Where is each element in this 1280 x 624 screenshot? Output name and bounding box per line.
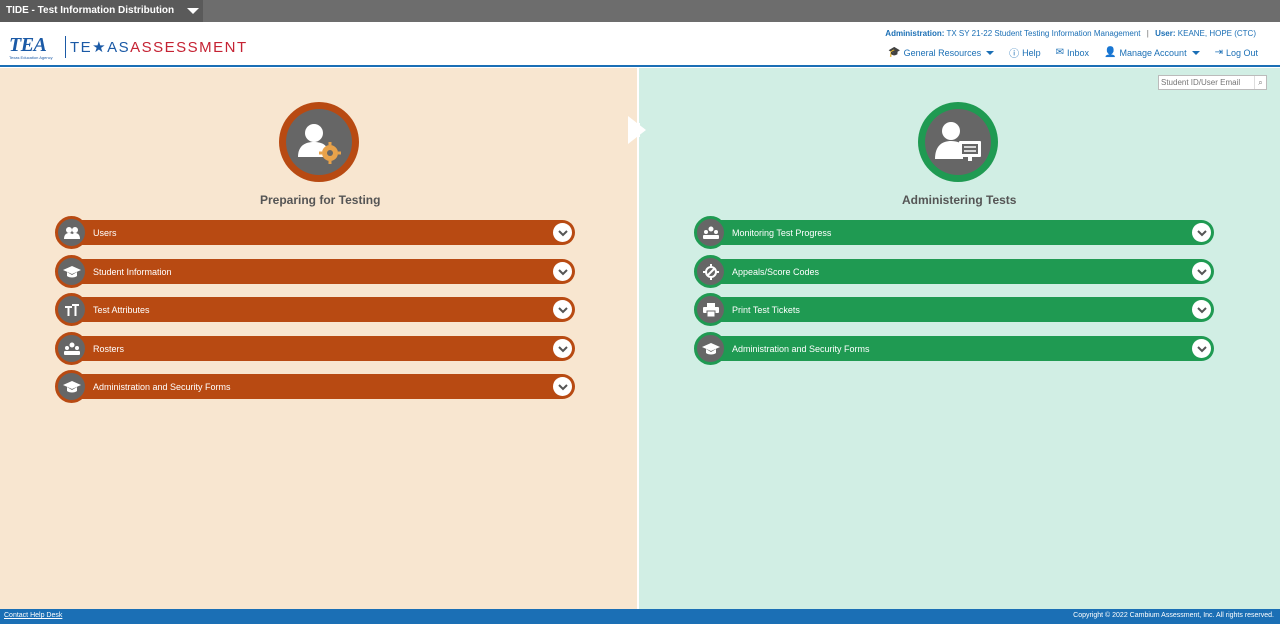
user-value: KEANE, HOPE (CTC) [1177,29,1256,38]
graduation-cap-icon [694,332,727,365]
group-icon [55,332,88,365]
admin-value: TX SY 21-22 Student Testing Information … [946,29,1141,38]
chevron-down-icon[interactable] [1192,223,1211,242]
copyright-text: Copyright © 2022 Cambium Assessment, Inc… [1073,612,1274,619]
admin-security-forms-label: Administration and Security Forms [93,381,231,392]
admin-security-forms-row-right[interactable]: Administration and Security Forms [694,332,1214,365]
contact-help-desk-link[interactable]: Contact Help Desk [4,612,63,619]
log-out-label: Log Out [1225,47,1258,58]
appeals-score-codes-label: Appeals/Score Codes [732,266,820,277]
header-nav: 🎓 General Resources ⓘ Help ✉ Inbox 👤 Man… [888,45,1258,60]
test-attributes-row[interactable]: Test Attributes [55,293,575,326]
manage-account-menu[interactable]: 👤 Manage Account [1104,45,1200,60]
caret-down-icon [187,8,199,14]
chevron-down-icon[interactable] [553,339,572,358]
administration-info: Administration: TX SY 21-22 Student Test… [885,29,1256,38]
app-switcher[interactable]: TIDE - Test Information Distribution Eng… [0,0,203,38]
chevron-down-icon[interactable] [1192,339,1211,358]
chevron-down-icon[interactable] [553,300,572,319]
admin-label: Administration: [885,29,945,38]
printer-icon [694,293,727,326]
app-bar: TIDE - Test Information Distribution Eng… [0,0,1280,38]
inbox-link[interactable]: ✉ Inbox [1056,45,1089,60]
preparing-hero-icon [279,102,359,182]
user-label: User: [1155,29,1176,38]
separator: | [1146,29,1149,38]
rosters-label: Rosters [93,343,125,354]
flow-arrow-icon [628,116,646,144]
search-box: ⌕ [1158,75,1267,90]
admin-security-forms-row[interactable]: Administration and Security Forms [55,370,575,403]
test-attributes-label: Test Attributes [93,304,150,315]
caret-down-icon [986,50,995,55]
user-icon: 👤 [1104,47,1117,58]
graduation-cap-icon [55,255,88,288]
rosters-row[interactable]: Rosters [55,332,575,365]
administering-title: Administering Tests [902,193,1017,207]
log-out-icon: ⇥ [1214,47,1223,58]
brand-assessment: ASSESSMENT [130,39,248,56]
caret-down-icon [1191,50,1200,55]
text-size-icon [55,293,88,326]
graduation-cap-icon [55,370,88,403]
student-search-input[interactable] [1159,76,1254,89]
star-icon: ★ [92,39,108,56]
header: TEA Texas Education Agency TE★ASASSESSME… [0,22,1280,67]
monitoring-test-progress-label: Monitoring Test Progress [732,227,832,238]
graduation-cap-icon: 🎓 [888,47,901,58]
monitoring-test-progress-row[interactable]: Monitoring Test Progress [694,216,1214,249]
help-link[interactable]: ⓘ Help [1009,45,1041,61]
student-information-row[interactable]: Student Information [55,255,575,288]
users-icon [55,216,88,249]
chevron-down-icon[interactable] [1192,300,1211,319]
texas-assessment-logo: TE★ASASSESSMENT [70,38,248,56]
chevron-down-icon[interactable] [553,377,572,396]
search-icon[interactable]: ⌕ [1254,76,1266,89]
brand-as: AS [107,39,131,56]
tea-logo-subtitle: Texas Education Agency [9,55,53,60]
general-resources-label: General Resources [903,47,982,58]
chevron-down-icon[interactable] [553,262,572,281]
group-icon [694,216,727,249]
chevron-down-icon[interactable] [1192,262,1211,281]
preparing-title: Preparing for Testing [260,193,381,207]
gear-icon [694,255,727,288]
manage-account-label: Manage Account [1119,47,1187,58]
student-information-label: Student Information [93,266,172,277]
print-test-tickets-row[interactable]: Print Test Tickets [694,293,1214,326]
inbox-label: Inbox [1067,47,1090,58]
inbox-icon: ✉ [1055,47,1065,58]
chevron-down-icon[interactable] [553,223,572,242]
users-label: Users [93,227,117,238]
brand-te: TE [70,39,93,56]
logo-divider [65,36,66,58]
footer: Contact Help Desk Copyright © 2022 Cambi… [0,609,1280,624]
help-icon: ⓘ [1009,49,1020,60]
general-resources-menu[interactable]: 🎓 General Resources [888,45,995,60]
log-out-link[interactable]: ⇥ Log Out [1215,45,1258,60]
admin-security-forms-label-right: Administration and Security Forms [732,343,870,354]
tea-logo: TEA [9,34,47,56]
users-row[interactable]: Users [55,216,575,249]
panel-divider [637,68,639,609]
appeals-score-codes-row[interactable]: Appeals/Score Codes [694,255,1214,288]
help-label: Help [1022,47,1041,58]
administering-hero-icon [918,102,998,182]
print-test-tickets-label: Print Test Tickets [732,304,800,315]
